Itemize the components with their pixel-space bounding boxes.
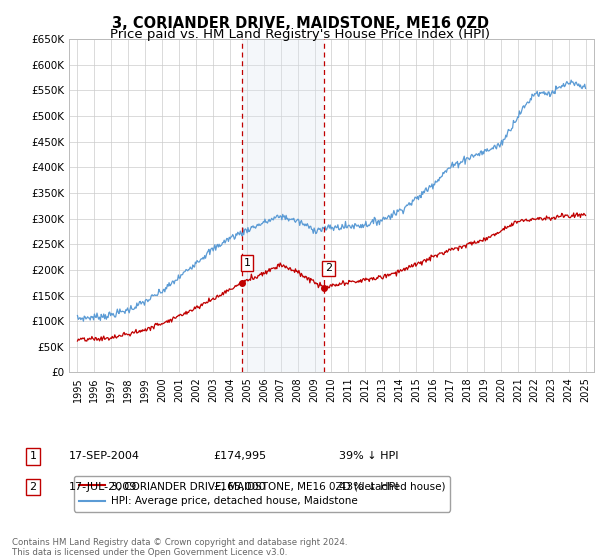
Bar xyxy=(242,39,324,372)
Text: Contains HM Land Registry data © Crown copyright and database right 2024.
This d: Contains HM Land Registry data © Crown c… xyxy=(12,538,347,557)
Text: 2: 2 xyxy=(29,482,37,492)
Text: £165,000: £165,000 xyxy=(213,482,266,492)
Text: 43% ↓ HPI: 43% ↓ HPI xyxy=(339,482,398,492)
Text: 39% ↓ HPI: 39% ↓ HPI xyxy=(339,451,398,461)
Text: 1: 1 xyxy=(29,451,37,461)
Text: 1: 1 xyxy=(244,258,251,268)
Text: 17-SEP-2004: 17-SEP-2004 xyxy=(69,451,140,461)
Text: 3, CORIANDER DRIVE, MAIDSTONE, ME16 0ZD: 3, CORIANDER DRIVE, MAIDSTONE, ME16 0ZD xyxy=(112,16,488,31)
Text: 17-JUL-2009: 17-JUL-2009 xyxy=(69,482,137,492)
Text: Price paid vs. HM Land Registry's House Price Index (HPI): Price paid vs. HM Land Registry's House … xyxy=(110,28,490,41)
Text: 2: 2 xyxy=(325,263,332,273)
Text: £174,995: £174,995 xyxy=(213,451,266,461)
Legend: 3, CORIANDER DRIVE, MAIDSTONE, ME16 0ZD (detached house), HPI: Average price, de: 3, CORIANDER DRIVE, MAIDSTONE, ME16 0ZD … xyxy=(74,476,451,511)
